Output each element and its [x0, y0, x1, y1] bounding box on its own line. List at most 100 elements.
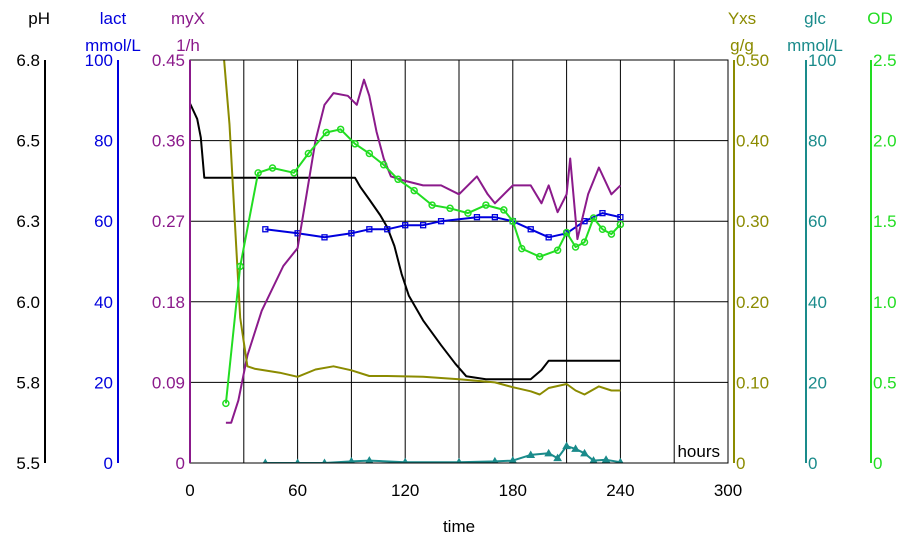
data-point — [508, 456, 517, 463]
y-axis-unit: mmol/L — [787, 36, 843, 55]
data-point — [394, 175, 402, 184]
data-point — [322, 128, 331, 137]
x-axis-title: time — [443, 517, 475, 536]
plot-grid — [190, 60, 728, 463]
y-tick-label: 0 — [104, 454, 113, 473]
data-point — [589, 214, 598, 222]
x-tick-label: 300 — [714, 481, 742, 500]
data-point — [351, 140, 359, 148]
y-tick-label: 40 — [94, 293, 113, 312]
y-tick-label: 1.5 — [873, 212, 897, 231]
y-axis-unit: g/g — [730, 36, 754, 55]
data-point — [616, 220, 625, 229]
y-axis-name: pH — [28, 9, 50, 28]
y-axis-name: glc — [804, 9, 826, 28]
y-tick-label: 0 — [808, 454, 817, 473]
data-point — [321, 234, 328, 241]
series-line — [225, 78, 622, 424]
y-axis-myx: 0 0.09 0.18 0.27 0.36 0.45 myX 1/h — [152, 9, 205, 473]
y-tick-label: 80 — [808, 132, 827, 151]
y-tick-label: 0.36 — [152, 132, 185, 151]
data-point — [254, 169, 262, 177]
data-point — [544, 448, 554, 457]
data-point — [473, 214, 481, 221]
y-tick-label: 6.0 — [16, 293, 40, 312]
data-point — [446, 204, 454, 213]
data-point — [617, 214, 624, 221]
data-point — [527, 226, 534, 233]
data-point — [262, 226, 269, 233]
y-tick-label: 80 — [94, 132, 113, 151]
series-line — [224, 128, 622, 404]
y-tick-label: 0.27 — [152, 212, 185, 231]
data-point — [571, 444, 580, 452]
x-tick-label: 180 — [499, 481, 527, 500]
y-axis-lact: 0 20 40 60 80 100 lact mmol/L — [85, 9, 141, 473]
y-axis-name: OD — [867, 9, 893, 28]
data-point — [482, 201, 490, 209]
data-point — [518, 244, 526, 253]
y-tick-label: 0.09 — [152, 373, 185, 392]
data-point — [562, 441, 571, 450]
axes: 0 60 120 180 240 300 5.5 5.8 6.0 6.3 6.5 6.8 pH 0 20 40… — [16, 9, 896, 500]
y-tick-label: 1.0 — [873, 293, 897, 312]
y-tick-label: 6.5 — [16, 132, 40, 151]
y-tick-label: 0.10 — [736, 373, 769, 392]
data-point — [365, 456, 374, 463]
y-axis-name: lact — [100, 9, 127, 28]
y-axis-yxs: 0 0.10 0.20 0.30 0.40 0.50 Yxs g/g — [728, 9, 769, 473]
data-point — [236, 262, 244, 271]
data-point — [491, 456, 499, 463]
y-tick-label: 2.0 — [873, 132, 897, 151]
data-point — [553, 453, 563, 462]
y-tick-label: 0.5 — [873, 373, 897, 392]
y-tick-label: 20 — [94, 373, 113, 392]
y-tick-label: 0.40 — [736, 132, 769, 151]
data-point — [571, 243, 580, 251]
y-tick-label: 60 — [808, 212, 827, 231]
data-point — [222, 399, 230, 408]
data-point — [348, 230, 355, 237]
y-tick-label: 0.20 — [736, 293, 769, 312]
data-point — [290, 169, 298, 177]
series-myx — [225, 78, 622, 424]
y-tick-label: 0.50 — [736, 51, 769, 70]
x-tick-label: 120 — [391, 481, 419, 500]
series-ph — [190, 102, 621, 381]
y-axis-glc: 0 20 40 60 80 100 glc mmol/L — [787, 9, 843, 473]
y-tick-label: 0 — [873, 454, 882, 473]
data-point — [562, 228, 571, 237]
data-point — [601, 455, 611, 463]
y-tick-label: 60 — [94, 212, 113, 231]
y-tick-label: 0 — [176, 454, 185, 473]
series-line — [190, 102, 621, 381]
data-point — [509, 217, 517, 225]
x-unit-label: hours — [677, 442, 720, 461]
data-point — [437, 218, 445, 225]
y-tick-label: 0 — [736, 454, 745, 473]
data-point — [304, 149, 313, 158]
data-point — [384, 226, 391, 233]
series-glc — [262, 441, 624, 463]
y-tick-label: 40 — [808, 293, 827, 312]
data-point — [379, 161, 388, 169]
y-axis-ph: 5.5 5.8 6.0 6.3 6.5 6.8 pH — [16, 9, 50, 473]
y-tick-label: 6.3 — [16, 212, 40, 231]
data-point — [410, 186, 418, 195]
data-point — [598, 225, 607, 234]
data-point — [580, 448, 589, 457]
y-tick-label: 0.30 — [736, 212, 769, 231]
data-point — [535, 252, 544, 261]
data-point — [402, 457, 409, 463]
data-point — [545, 234, 552, 241]
data-point — [268, 164, 277, 172]
x-tick-label: 240 — [606, 481, 634, 500]
y-tick-label: 0.45 — [152, 51, 185, 70]
y-axis-od: 0 0.5 1.0 1.5 2.0 2.5 OD — [867, 9, 896, 473]
data-point — [580, 238, 589, 246]
series-od — [222, 125, 625, 408]
y-axis-name: Yxs — [728, 9, 756, 28]
data-point — [336, 125, 345, 134]
y-tick-label: 5.8 — [16, 373, 40, 392]
data-series — [190, 60, 625, 463]
